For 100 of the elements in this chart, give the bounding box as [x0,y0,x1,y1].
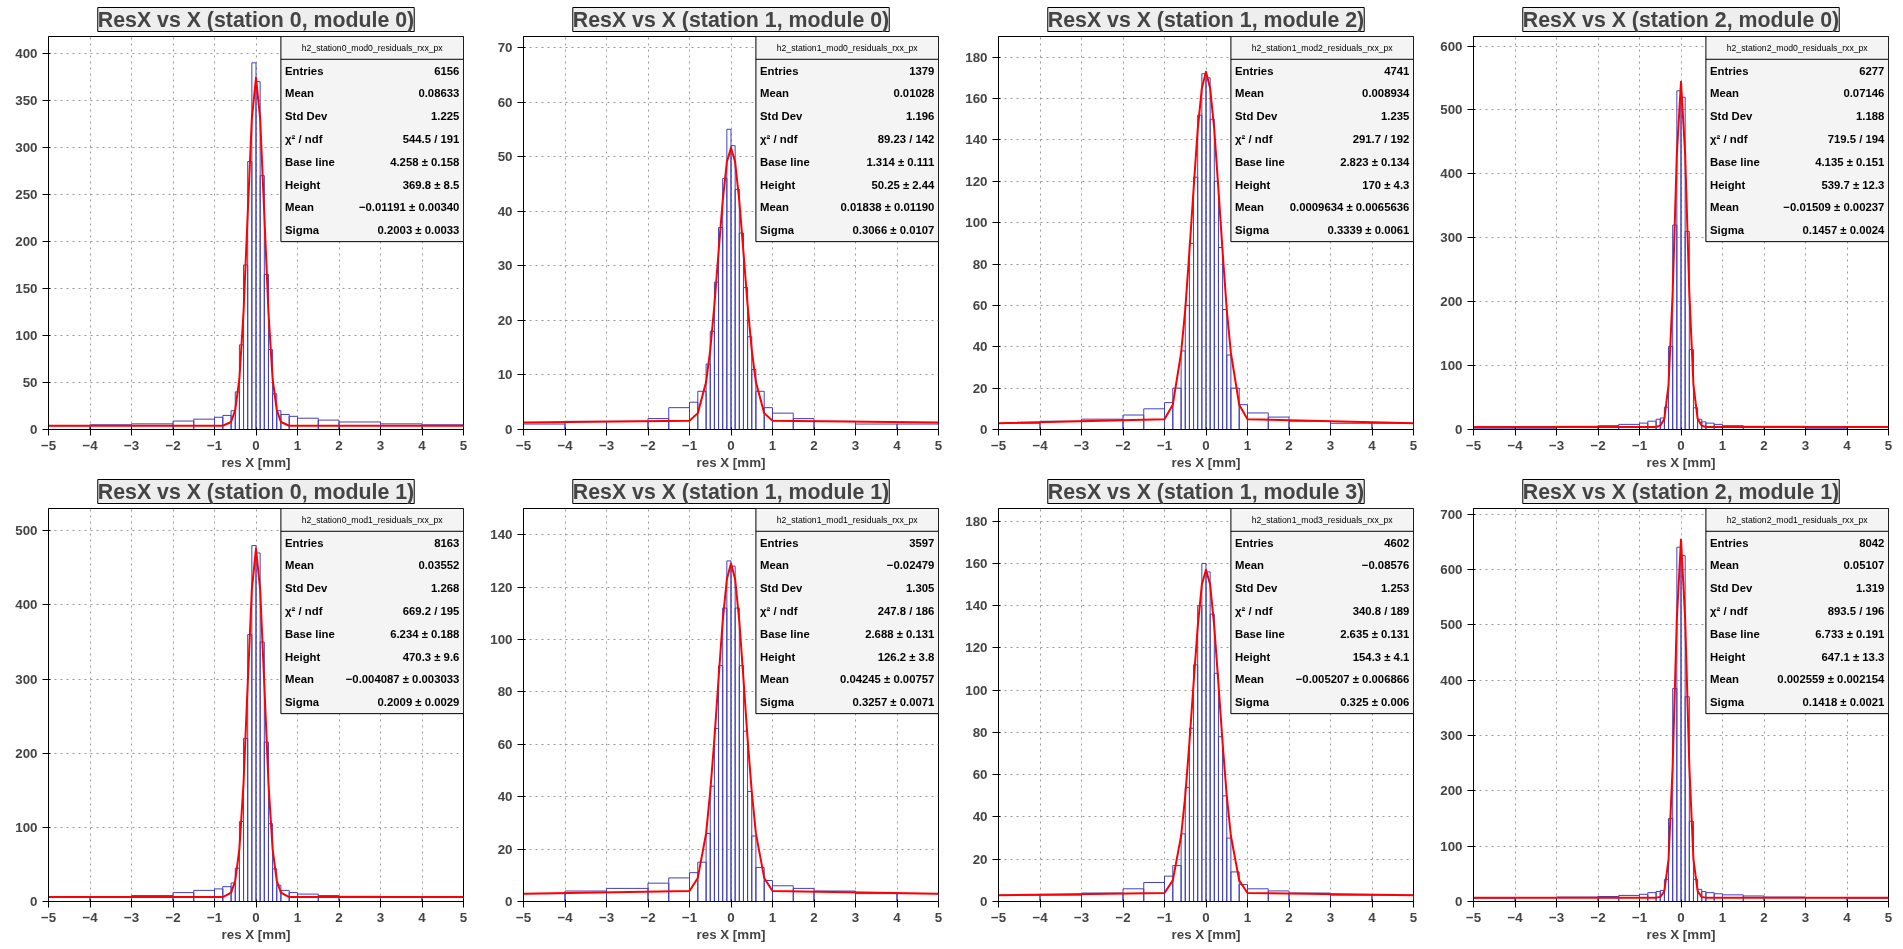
y-tick-label: 100 [965,215,988,231]
x-tick-label: 0 [1677,437,1685,453]
y-tick-label: 500 [1440,102,1463,118]
annotation: 340.8 / 189 [1352,605,1410,618]
y-tick-label: 120 [965,173,988,189]
annotation: 4741 [1384,64,1410,77]
annotation: h2_station0_mod1_residuals_rxx_px [301,514,444,525]
chart-title: ResX vs X (station 2, module 0) [1522,7,1840,32]
x-tick-label: −5 [515,909,532,925]
x-tick-label: 4 [893,437,902,453]
y-tick-label: 140 [965,132,988,148]
annotation: 1.305 [906,582,935,595]
annotation: 6156 [434,64,460,77]
y-tick-label: 300 [15,671,38,687]
annotation: −0.005207 ± 0.006866 [1295,673,1410,686]
x-tick-label: −3 [1548,437,1565,453]
annotation: Sigma [760,224,795,237]
chart-title: ResX vs X (station 1, module 3) [1047,479,1365,504]
annotation: Height [760,178,796,191]
x-tick-label: −5 [40,437,57,453]
annotation: Mean [285,87,315,100]
y-tick-label: 600 [1440,561,1463,577]
annotation: Mean [285,559,315,572]
y-tick-label: 200 [15,745,38,761]
x-tick-label: 3 [1326,909,1335,925]
annotation: Mean [760,673,790,686]
annotation: h2_station1_mod3_residuals_rxx_px [1251,514,1394,525]
annotation: 0.04245 ± 0.00757 [839,673,935,686]
y-tick-label: 140 [965,598,988,614]
annotation: −0.02479 [886,559,935,572]
y-tick-label: 60 [972,297,988,313]
y-tick-label: 30 [497,258,513,274]
annotation: Base line [285,155,335,168]
y-tick-label: 40 [972,809,988,825]
chart-title: ResX vs X (station 1, module 0) [572,7,890,32]
annotation: 1.314 ± 0.111 [866,155,935,168]
annotation: 154.3 ± 4.1 [1352,650,1410,663]
x-tick-label: 4 [418,437,427,453]
annotation: Base line [1235,155,1285,168]
y-tick-label: 300 [1440,727,1463,743]
annotation: 369.8 ± 8.5 [402,178,460,191]
x-tick-label: 1 [1718,437,1727,453]
x-tick-label: 2 [810,909,818,925]
y-tick-label: 500 [1440,617,1463,633]
annotation: h2_station1_mod1_residuals_rxx_px [776,514,919,525]
annotation: 4.258 ± 0.158 [390,155,460,168]
x-tick-label: 4 [1843,909,1852,925]
annotation: 6277 [1859,64,1885,77]
annotation: Height [285,178,321,191]
annotation: 2.688 ± 0.131 [865,627,935,640]
annotation: 0.01028 [893,87,935,100]
y-tick-label: 200 [1440,294,1463,310]
y-tick-label: 300 [15,139,38,155]
annotation: 2.823 ± 0.134 [1340,155,1411,168]
annotation: Base line [1710,627,1760,640]
annotation: 0.01838 ± 0.01190 [840,201,935,214]
annotation: χ² / ndf [1710,605,1748,618]
y-tick-label: 0 [505,894,513,909]
x-tick-label: 4 [1843,437,1852,453]
annotation: 0.1418 ± 0.0021 [1802,696,1885,709]
annotation: Mean [1235,559,1265,572]
chart-title: ResX vs X (station 1, module 1) [572,479,890,504]
annotation: Mean [285,201,315,214]
annotation: Sigma [1235,696,1270,709]
x-axis-title: res X [mm] [1646,454,1716,470]
annotation: 893.5 / 196 [1827,605,1885,618]
x-tick-label: −3 [1548,909,1565,925]
x-tick-label: 1 [1243,437,1252,453]
y-tick-label: 400 [15,597,38,613]
y-tick-label: 60 [497,94,513,110]
annotation: 470.3 ± 9.6 [402,650,460,663]
annotation: 719.5 / 194 [1827,133,1886,146]
annotation: Mean [760,87,790,100]
x-tick-label: 0 [727,437,735,453]
annotation: χ² / ndf [285,133,323,146]
y-tick-label: 0 [1455,894,1463,909]
annotation: 126.2 ± 3.8 [877,650,935,663]
x-tick-label: 4 [1368,909,1377,925]
annotation: Sigma [760,696,795,709]
annotation: 247.8 / 186 [877,605,935,618]
x-tick-label: −2 [1115,437,1131,453]
annotation: Entries [760,536,799,549]
annotation: Sigma [1235,224,1270,237]
y-tick-label: 100 [1440,838,1463,854]
annotation: 647.1 ± 13.3 [1821,650,1885,663]
x-tick-label: −3 [1073,437,1090,453]
x-tick-label: −4 [1507,909,1524,925]
annotation: Mean [285,673,315,686]
annotation: h2_station1_mod2_residuals_rxx_px [1251,42,1394,53]
x-tick-label: −5 [515,437,532,453]
y-tick-label: 160 [965,91,988,107]
x-axis-title: res X [mm] [221,454,291,470]
annotation: Std Dev [285,110,328,123]
x-tick-label: −2 [640,437,656,453]
x-tick-label: 1 [293,437,302,453]
x-tick-label: 2 [1760,909,1768,925]
annotation: 0.325 ± 0.006 [1340,696,1410,709]
x-tick-label: −4 [1032,909,1049,925]
x-tick-label: 0 [1202,437,1210,453]
annotation: −0.004087 ± 0.003033 [345,673,460,686]
